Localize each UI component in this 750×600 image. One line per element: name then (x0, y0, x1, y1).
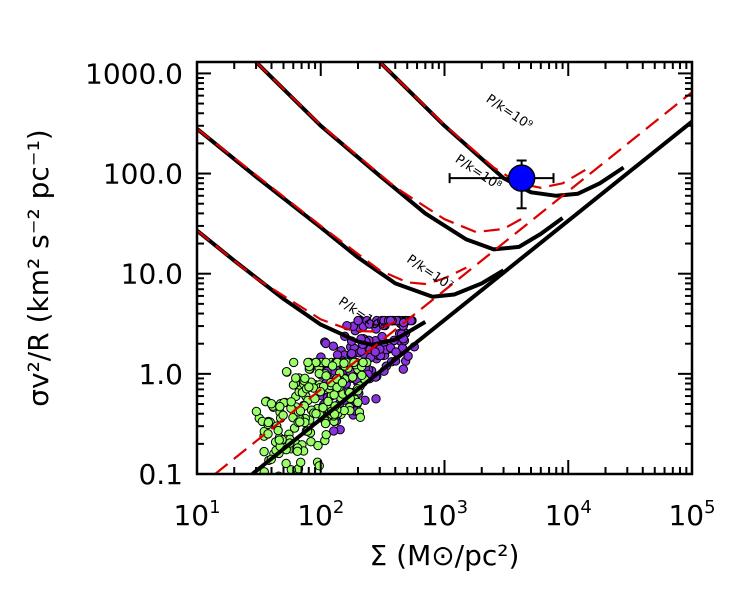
scatter-point-purple (403, 351, 413, 361)
scatter-point-purple (398, 364, 409, 374)
scatter-point-green (263, 417, 274, 428)
scatter-layer (251, 315, 419, 474)
x-tick-label: 103 (421, 497, 468, 532)
scatter-point-purple (328, 341, 338, 351)
scatter-point-green (288, 357, 299, 368)
scatter-point-green (303, 357, 313, 368)
scatter-point-green (259, 467, 269, 474)
scatter-point-green (259, 446, 269, 457)
x-axis-title: Σ (M⊙/pc²) (370, 539, 520, 572)
virial-line-solid (251, 120, 692, 474)
scatter-point-green (313, 440, 323, 451)
y-tick-label: 1.0 (138, 358, 183, 391)
pressure-curve-label: P/k=10⁹ (483, 92, 535, 134)
y-axis-title: σv²/R (km² s⁻² pc⁻¹) (22, 129, 55, 406)
y-tick-label: 100.0 (103, 158, 183, 191)
scatter-point-green (327, 361, 338, 371)
scatter-point-green (292, 446, 303, 457)
scatter-point-green (266, 399, 277, 409)
scatter-point-green (318, 402, 328, 413)
scatter-point-green (329, 390, 339, 400)
curves-layer (197, 62, 692, 474)
scatter-point-green (347, 372, 358, 382)
scatter-point-purple (370, 347, 380, 357)
scatter-point-green (300, 373, 310, 384)
scatter-point-green (321, 371, 331, 381)
scatter-point-green (274, 435, 284, 445)
scatter-point-green (320, 418, 331, 429)
y-tick-label: 1000.0 (85, 57, 183, 90)
scatter-point-green (295, 457, 306, 468)
pressure-curve-dashed-7 (197, 127, 467, 286)
pressure-curve-solid-8 (254, 62, 564, 252)
scatter-point-green (281, 458, 291, 469)
scatter-point-green (263, 429, 273, 439)
scatter-point-green (315, 386, 326, 397)
scatter-point-green (281, 367, 292, 377)
axis-tick-labels: 101 102 103 104 105 0.1 1.0 10.0 100.0 1000.0 (85, 57, 716, 532)
scatter-point-green (275, 401, 285, 412)
axis-ticks (196, 62, 693, 475)
pressure-curve-solid-9 (378, 62, 625, 198)
scatter-point-green (357, 370, 367, 381)
scatter-point-green (355, 412, 366, 423)
scatter-point-green (306, 437, 316, 447)
scatter-point-green (268, 473, 271, 474)
scatter-point-purple (364, 319, 375, 329)
scatter-point-green (273, 473, 276, 474)
scatter-point-green (339, 358, 349, 368)
scatter-point-purple (346, 348, 357, 359)
x-tick-label: 101 (173, 497, 220, 532)
scatter-point-green (304, 382, 314, 392)
y-tick-label: 10.0 (121, 258, 183, 291)
scatter-point-green (291, 373, 301, 383)
x-tick-label: 105 (668, 497, 715, 532)
scatter-point-green (321, 429, 331, 440)
scatter-point-green (286, 397, 296, 407)
pressure-curve-dashed-8 (255, 62, 526, 234)
scatter-point-green (311, 409, 321, 419)
highlight-point (507, 164, 536, 192)
x-tick-label: 104 (545, 497, 592, 532)
scatter-point-green (279, 473, 283, 474)
pressure-curve-solid-7 (197, 127, 505, 299)
scatter-point-green (323, 396, 333, 407)
scatter-point-purple (329, 426, 339, 436)
pressure-curve-dashed-9 (379, 62, 587, 189)
scatter-point-purple (371, 394, 381, 404)
scatter-point-green (353, 397, 363, 408)
scatter-point-green (337, 378, 348, 388)
scatter-point-green (314, 461, 324, 471)
scatter-point-green (251, 406, 262, 417)
scatter-point-green (278, 410, 288, 420)
highlight-marker-layer (448, 159, 555, 210)
pressure-curve-dashed-6 (197, 229, 396, 333)
scatter-point-purple (391, 347, 401, 357)
x-tick-label: 102 (297, 497, 344, 532)
y-tick-label: 0.1 (138, 458, 183, 491)
pressure-curve-solid-6 (197, 228, 427, 347)
scatter-point-green (358, 357, 368, 368)
scatter-point-green (273, 425, 283, 436)
scatter-point-green (295, 417, 305, 427)
bound-line-dashed (214, 91, 692, 474)
